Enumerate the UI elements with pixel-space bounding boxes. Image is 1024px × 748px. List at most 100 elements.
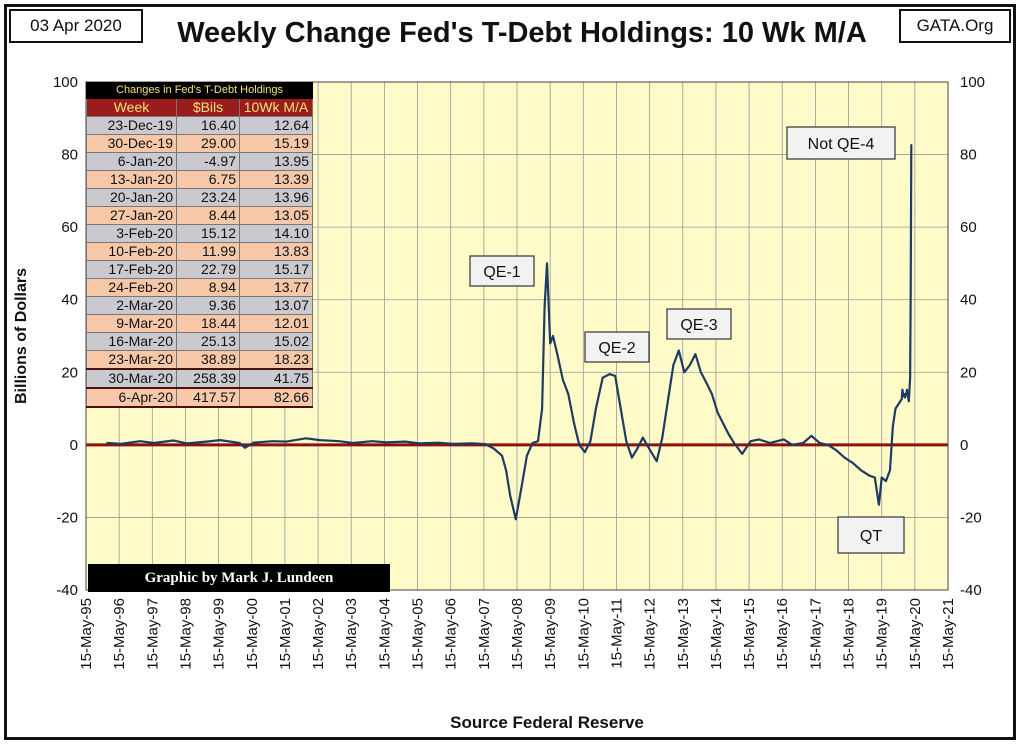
series-point — [252, 441, 255, 444]
table-cell-week: 3-Feb-20 — [86, 224, 177, 243]
x-tick-label: 15-May-99 — [211, 598, 228, 670]
series-point — [520, 487, 523, 490]
series-point — [650, 451, 653, 454]
table-row: 6-Jan-20 -4.97 13.95 — [86, 152, 313, 171]
series-point — [727, 433, 730, 435]
table-cell-ma: 15.02 — [239, 332, 313, 351]
series-point — [810, 434, 813, 437]
table-cell-ma: 15.19 — [239, 134, 313, 153]
series-point — [905, 388, 908, 391]
table-cell-ma: 14.10 — [239, 224, 313, 243]
series-point — [661, 436, 664, 439]
table-cell-week: 24-Feb-20 — [86, 278, 177, 297]
table-cell-ma: 41.75 — [239, 368, 313, 389]
x-tick-label: 15-May-01 — [277, 598, 294, 670]
series-point — [827, 443, 829, 446]
table-cell-week: 30-Mar-20 — [86, 368, 177, 389]
series-point — [885, 480, 887, 483]
series-point — [873, 476, 876, 479]
table-cell-bils: 258.39 — [176, 368, 240, 389]
series-point — [630, 456, 633, 459]
x-tick-label: 15-May-16 — [774, 598, 791, 670]
y-tick-label-right: 40 — [960, 292, 977, 309]
x-tick-label: 15-May-95 — [78, 598, 95, 670]
series-point — [802, 442, 805, 444]
x-tick-label: 15-May-19 — [874, 598, 891, 670]
table-row: 23-Dec-19 16.40 12.64 — [86, 116, 313, 135]
series-point — [909, 377, 911, 380]
series-point — [716, 411, 719, 414]
series-point — [902, 393, 904, 396]
table-row: 30-Mar-20 258.39 41.75 — [86, 368, 313, 389]
series-point — [907, 396, 910, 399]
series-point — [878, 503, 880, 506]
y-tick-label-left: 80 — [61, 147, 78, 164]
series-point — [509, 494, 512, 497]
series-point — [891, 425, 894, 428]
table-row: 2-Mar-20 9.36 13.07 — [86, 296, 313, 315]
series-point — [172, 439, 175, 442]
series-point — [418, 442, 421, 445]
table-cell-bils: 417.57 — [176, 387, 240, 408]
table-row: 30-Dec-19 29.00 15.19 — [86, 134, 313, 153]
table-cell-bils: 6.75 — [176, 170, 240, 189]
series-point — [910, 144, 913, 146]
series-point — [733, 442, 735, 444]
x-tick-label: 15-May-17 — [807, 598, 824, 670]
series-point — [119, 442, 122, 445]
series-point — [608, 373, 611, 375]
series-point — [514, 518, 517, 521]
series-point — [688, 364, 691, 366]
x-axis-title: Source Federal Reserve — [450, 713, 644, 732]
series-point — [904, 396, 906, 399]
table-header-bils: $Bils — [176, 98, 240, 117]
table-cell-bils: -4.97 — [176, 152, 240, 171]
series-point — [902, 395, 905, 398]
table-cell-bils: 25.13 — [176, 332, 240, 351]
series-point — [404, 440, 407, 443]
series-point — [758, 438, 760, 441]
table-cell-week: 6-Apr-20 — [86, 387, 177, 408]
callout-box — [469, 255, 535, 287]
callout-label: QE-2 — [598, 340, 635, 357]
series-point — [244, 446, 246, 449]
x-tick-label: 15-May-15 — [741, 598, 758, 670]
series-point — [549, 342, 552, 345]
x-tick-label: 15-May-97 — [144, 598, 161, 670]
table-cell-bils: 9.36 — [176, 296, 240, 315]
table-caption: Changes in Fed's T-Debt Holdings — [86, 82, 313, 99]
table-cell-week: 6-Jan-20 — [86, 152, 177, 171]
series-point — [152, 442, 155, 444]
table-cell-ma: 13.77 — [239, 278, 313, 297]
y-tick-label-right: 100 — [960, 74, 985, 91]
series-point — [139, 440, 142, 443]
y-tick-label-right: -20 — [960, 509, 982, 526]
y-tick-label-left: 40 — [61, 292, 78, 309]
table-cell-week: 17-Feb-20 — [86, 260, 177, 279]
x-tick-label: 15-May-04 — [376, 598, 393, 670]
series-point — [186, 442, 188, 445]
y-tick-label-left: 0 — [70, 437, 78, 454]
table-row: 10-Feb-20 11.99 13.83 — [86, 242, 313, 261]
table-row: 24-Feb-20 8.94 13.77 — [86, 278, 313, 297]
y-tick-label-right: 60 — [960, 219, 977, 236]
series-point — [285, 440, 288, 443]
table-row: 6-Apr-20 417.57 82.66 — [86, 387, 313, 408]
y-tick-label-right: 80 — [960, 147, 977, 164]
x-tick-label: 15-May-96 — [111, 598, 128, 670]
table-cell-week: 30-Dec-19 — [86, 134, 177, 153]
y-axis-title: Billions of Dollars — [13, 268, 30, 404]
series-point — [722, 422, 724, 424]
table-cell-bils: 22.79 — [176, 260, 240, 279]
table-row: 20-Jan-20 23.24 13.96 — [86, 188, 313, 207]
x-tick-label: 15-May-05 — [410, 598, 427, 670]
series-point — [437, 441, 440, 444]
series-point — [573, 422, 575, 424]
series-point — [451, 442, 454, 445]
series-point — [567, 393, 570, 395]
x-tick-label: 15-May-07 — [476, 598, 493, 670]
x-tick-label: 15-May-13 — [675, 598, 692, 670]
site-label: GATA.Org — [899, 9, 1011, 43]
x-tick-label: 15-May-10 — [575, 598, 592, 670]
series-point — [318, 439, 321, 442]
